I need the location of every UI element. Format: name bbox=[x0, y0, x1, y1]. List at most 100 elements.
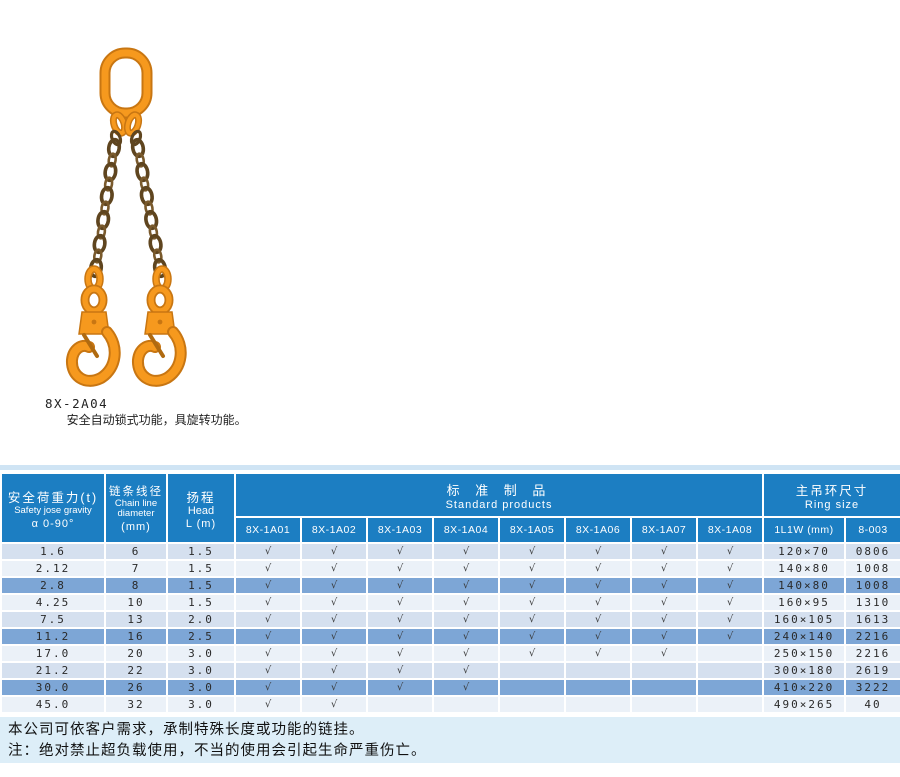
cell-length: 3.0 bbox=[166, 644, 236, 663]
header-model-8X-1A08: 8X-1A08 bbox=[695, 516, 765, 544]
cell-check-8x-1a08 check-mark: √ bbox=[695, 576, 765, 595]
cell-ring-code: 2619 bbox=[844, 661, 900, 680]
cell-diameter: 13 bbox=[104, 610, 168, 629]
table-row: 30.0 26 3.0 √ √ √ √ 410×220 3222 bbox=[0, 678, 900, 697]
header-model-8X-1A05: 8X-1A05 bbox=[498, 516, 566, 544]
cell-ring-code: 40 bbox=[844, 695, 900, 714]
cell-check-8x-1a01 check-mark: √ bbox=[234, 661, 302, 680]
cell-load: 30.0 bbox=[0, 678, 106, 697]
cell-check-8x-1a02 check-mark: √ bbox=[300, 644, 368, 663]
product-code: 8X-2A04 bbox=[45, 396, 109, 411]
table-row: 17.0 20 3.0 √ √ √ √ √ √ √ 250×150 2216 bbox=[0, 644, 900, 663]
cell-check-8x-1a06 bbox=[564, 695, 632, 714]
cell-diameter: 16 bbox=[104, 627, 168, 646]
table-row: 11.2 16 2.5 √ √ √ √ √ √ √ √ 240×140 2216 bbox=[0, 627, 900, 646]
cell-load: 1.6 bbox=[0, 542, 106, 561]
table-row: 4.25 10 1.5 √ √ √ √ √ √ √ √ 160×95 1310 bbox=[0, 593, 900, 612]
cell-ring-code: 1613 bbox=[844, 610, 900, 629]
cell-length: 2.0 bbox=[166, 610, 236, 629]
cell-check-8x-1a03 check-mark: √ bbox=[366, 661, 434, 680]
cell-check-8x-1a03 check-mark: √ bbox=[366, 610, 434, 629]
cell-ring-size: 240×140 bbox=[762, 627, 847, 646]
cell-ring-code: 3222 bbox=[844, 678, 900, 697]
cell-check-8x-1a01 check-mark: √ bbox=[234, 695, 302, 714]
cell-check-8x-1a04 check-mark: √ bbox=[432, 610, 500, 629]
chain-link-icon bbox=[96, 224, 107, 240]
cell-diameter: 26 bbox=[104, 678, 168, 697]
self-locking-hook-icon bbox=[66, 284, 121, 387]
cell-check-8x-1a05 bbox=[498, 695, 566, 714]
cell-check-8x-1a02 check-mark: √ bbox=[300, 576, 368, 595]
header-model-8X-1A06: 8X-1A06 bbox=[564, 516, 632, 544]
cell-check-8x-1a05 check-mark: √ bbox=[498, 559, 566, 578]
chain-link-icon bbox=[103, 176, 114, 192]
cell-check-8x-1a01 check-mark: √ bbox=[234, 610, 302, 629]
cell-check-8x-1a06 check-mark: √ bbox=[564, 593, 632, 612]
connector-links-icon bbox=[109, 111, 143, 147]
cell-check-8x-1a07 bbox=[630, 661, 698, 680]
chain-link-icon bbox=[139, 185, 154, 207]
cell-check-8x-1a01 check-mark: √ bbox=[234, 542, 302, 561]
chain-link-icon bbox=[92, 233, 107, 255]
cell-ring-code: 2216 bbox=[844, 627, 900, 646]
cell-check-8x-1a08 check-mark: √ bbox=[695, 559, 765, 578]
cell-diameter: 8 bbox=[104, 576, 168, 595]
chain-sling-illustration bbox=[66, 47, 220, 398]
cell-ring-size: 140×80 bbox=[762, 559, 847, 578]
product-description: 安全自动锁式功能，具旋转功能。 bbox=[66, 413, 247, 427]
cell-check-8x-1a07 check-mark: √ bbox=[630, 593, 698, 612]
cell-check-8x-1a06 bbox=[564, 661, 632, 680]
cell-load: 17.0 bbox=[0, 644, 106, 663]
cell-check-8x-1a05 check-mark: √ bbox=[498, 627, 566, 646]
chain-link-icon bbox=[139, 176, 150, 192]
cell-check-8x-1a02 check-mark: √ bbox=[300, 627, 368, 646]
master-link-icon bbox=[99, 47, 153, 119]
cell-check-8x-1a06 check-mark: √ bbox=[564, 559, 632, 578]
cell-load: 45.0 bbox=[0, 695, 106, 714]
cell-check-8x-1a08 check-mark: √ bbox=[695, 593, 765, 612]
cell-check-8x-1a01 check-mark: √ bbox=[234, 644, 302, 663]
table-row: 21.2 22 3.0 √ √ √ √ 300×180 2619 bbox=[0, 661, 900, 680]
cell-check-8x-1a05 check-mark: √ bbox=[498, 644, 566, 663]
cell-check-8x-1a07 check-mark: √ bbox=[630, 610, 698, 629]
cell-check-8x-1a01 check-mark: √ bbox=[234, 678, 302, 697]
cell-check-8x-1a06 check-mark: √ bbox=[564, 542, 632, 561]
table-body: 1.6 6 1.5 √ √ √ √ √ √ √ √ 120×70 0806 2.12 7 1.5 √ √ √ √ √ √ √… bbox=[0, 542, 900, 714]
cell-check-8x-1a05 bbox=[498, 678, 566, 697]
chain-link-icon bbox=[148, 224, 159, 240]
cell-check-8x-1a01 check-mark: √ bbox=[234, 593, 302, 612]
cell-check-8x-1a02 check-mark: √ bbox=[300, 610, 368, 629]
cell-check-8x-1a08 check-mark: √ bbox=[695, 610, 765, 629]
cell-check-8x-1a07 check-mark: √ bbox=[630, 644, 698, 663]
note-line-1: 本公司可依客户需求，承制特殊长度或功能的链挂。 bbox=[8, 722, 365, 738]
cell-length: 1.5 bbox=[166, 542, 236, 561]
chain-link-icon bbox=[99, 185, 114, 207]
cell-check-8x-1a08 bbox=[695, 695, 765, 714]
header-safety-load: 安全荷重力(t) Safety jose gravity α 0-90° bbox=[0, 472, 106, 544]
cell-length: 3.0 bbox=[166, 678, 236, 697]
chain-link-icon bbox=[148, 233, 163, 255]
cell-check-8x-1a08 bbox=[695, 644, 765, 663]
table-row: 2.12 7 1.5 √ √ √ √ √ √ √ √ 140×80 1008 bbox=[0, 559, 900, 578]
cell-check-8x-1a08 bbox=[695, 661, 765, 680]
cell-check-8x-1a03 check-mark: √ bbox=[366, 576, 434, 595]
cell-check-8x-1a07 bbox=[630, 695, 698, 714]
cell-check-8x-1a04 check-mark: √ bbox=[432, 627, 500, 646]
table-row: 2.8 8 1.5 √ √ √ √ √ √ √ √ 140×80 1008 bbox=[0, 576, 900, 595]
cell-diameter: 10 bbox=[104, 593, 168, 612]
cell-check-8x-1a03 check-mark: √ bbox=[366, 678, 434, 697]
cell-length: 1.5 bbox=[166, 559, 236, 578]
header-ring-code: 8-003 bbox=[844, 516, 900, 544]
cell-check-8x-1a04 check-mark: √ bbox=[432, 678, 500, 697]
cell-check-8x-1a04 check-mark: √ bbox=[432, 644, 500, 663]
cell-check-8x-1a02 check-mark: √ bbox=[300, 559, 368, 578]
cell-length: 3.0 bbox=[166, 695, 236, 714]
cell-ring-code: 2216 bbox=[844, 644, 900, 663]
cell-check-8x-1a03 check-mark: √ bbox=[366, 593, 434, 612]
cell-check-8x-1a03 bbox=[366, 695, 434, 714]
cell-check-8x-1a04 check-mark: √ bbox=[432, 661, 500, 680]
cell-check-8x-1a06 check-mark: √ bbox=[564, 644, 632, 663]
cell-check-8x-1a06 bbox=[564, 678, 632, 697]
cell-check-8x-1a05 check-mark: √ bbox=[498, 610, 566, 629]
cell-length: 1.5 bbox=[166, 576, 236, 595]
